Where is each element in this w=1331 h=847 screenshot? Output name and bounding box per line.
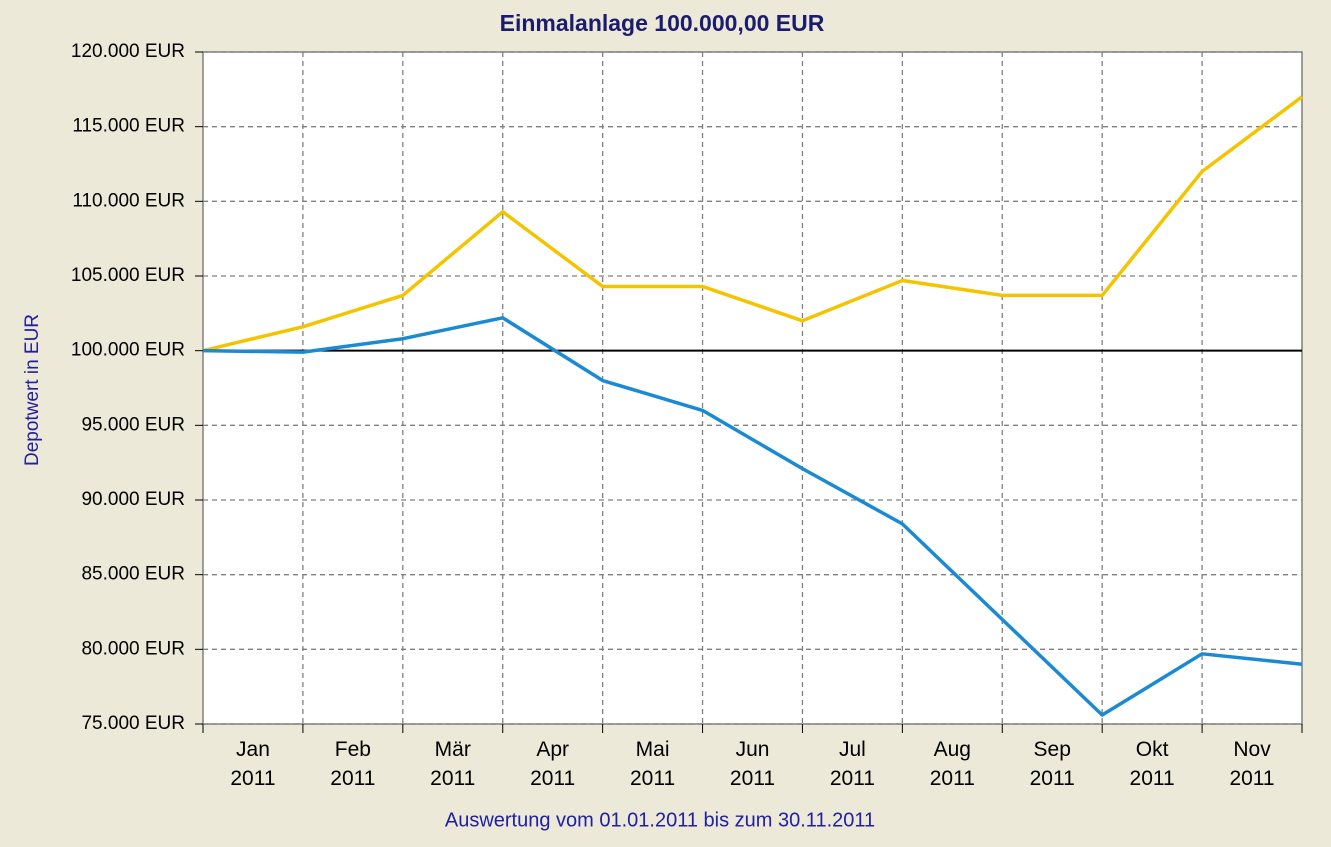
y-tick-label: 75.000 EUR bbox=[81, 713, 185, 734]
x-tick-label: Feb 2011 bbox=[330, 738, 376, 790]
y-tick-label: 115.000 EUR bbox=[72, 116, 185, 137]
x-tick-label: Jul 2011 bbox=[829, 738, 875, 790]
x-tick-label: Nov 2011 bbox=[1229, 738, 1275, 790]
x-tick-label: Apr 2011 bbox=[530, 738, 576, 790]
y-tick-label: 95.000 EUR bbox=[81, 414, 185, 435]
x-tick-label: Sep 2011 bbox=[1029, 738, 1075, 790]
y-tick-label: 80.000 EUR bbox=[81, 638, 185, 659]
y-tick-label: 120.000 EUR bbox=[71, 41, 185, 62]
x-tick-label: Mai 2011 bbox=[629, 738, 676, 790]
x-tick-label: Jan 2011 bbox=[230, 738, 276, 790]
series-line bbox=[202, 316, 1303, 717]
chart-title: Einmalanlage 100.000,00 EUR bbox=[500, 10, 825, 36]
x-axis-label: Auswertung vom 01.01.2011 bis zum 30.11.… bbox=[445, 809, 875, 831]
x-tick-label: Mär 2011 bbox=[430, 738, 476, 790]
x-tick-label: Okt 2011 bbox=[1129, 738, 1175, 790]
y-tick-label: 110.000 EUR bbox=[72, 190, 185, 211]
y-tick-label: 100.000 EUR bbox=[71, 340, 185, 361]
y-tick-label: 85.000 EUR bbox=[81, 564, 185, 585]
series-line bbox=[202, 95, 1304, 353]
plot-area bbox=[202, 51, 1303, 725]
y-tick-label: 105.000 EUR bbox=[71, 265, 185, 286]
y-axis-label: Depotwert in EUR bbox=[22, 314, 43, 466]
x-tick-label: Aug 2011 bbox=[929, 738, 975, 790]
y-tick-label: 90.000 EUR bbox=[81, 489, 185, 510]
x-tick-label: Jun 2011 bbox=[729, 738, 776, 790]
